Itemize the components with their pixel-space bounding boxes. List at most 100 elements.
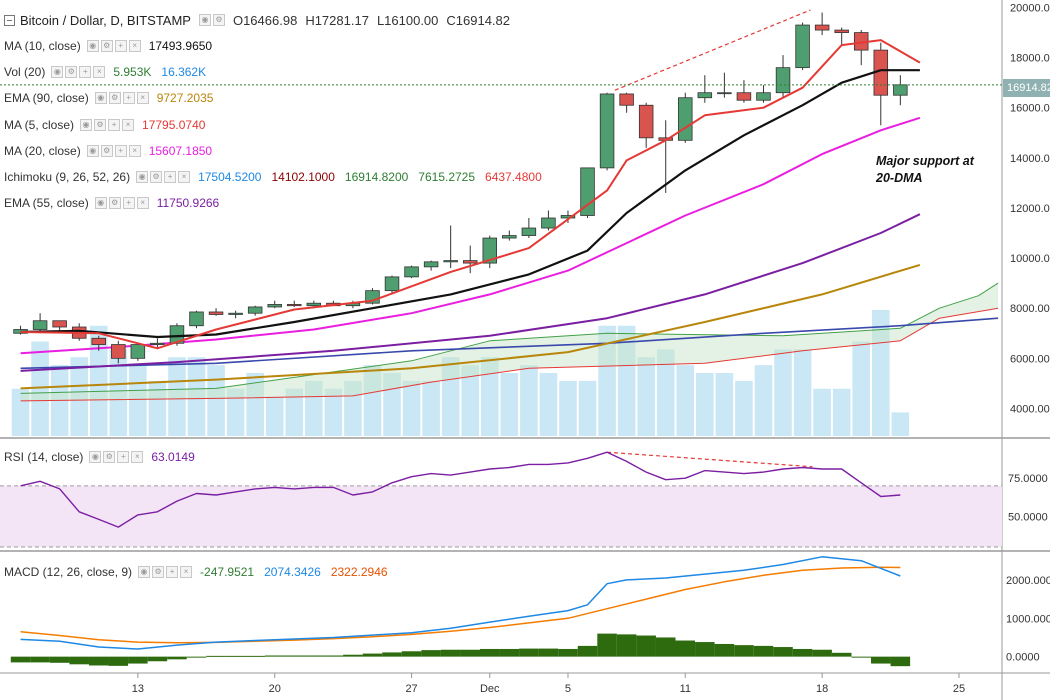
close-icon[interactable]: ×: [128, 40, 141, 52]
indicator-controls[interactable]: ◉ ⚙ + ×: [51, 66, 106, 79]
eye-icon[interactable]: ◉: [94, 92, 107, 105]
eye-icon[interactable]: ◉: [86, 144, 99, 157]
indicator-label: EMA (90, close): [4, 91, 89, 106]
macd-hist-bar: [538, 648, 559, 657]
volume-bar: [754, 365, 773, 436]
volume-bar: [31, 341, 49, 436]
volume-bar: [891, 412, 910, 436]
candle-body: [32, 320, 48, 330]
close-icon: ×: [180, 566, 193, 578]
candle-body: [462, 260, 478, 264]
eye-icon[interactable]: ◉: [80, 118, 93, 131]
legend-row: Ichimoku (9, 26, 52, 26) ◉ ⚙ + × 17504.5200 14…: [4, 168, 552, 186]
indicator-value: 6437.4800: [485, 170, 542, 184]
volume-bar: [324, 388, 343, 436]
macd-hist-bar: [284, 655, 305, 657]
candle-body: [521, 227, 537, 236]
macd-controls[interactable]: ◉ ⚙ + ×: [138, 566, 193, 578]
macd-legend: MACD (12, 26, close, 9) ◉ ⚙ + × -247.9521 20…: [4, 563, 398, 581]
rsi-divergence-line: [607, 451, 813, 468]
candle-body: [541, 217, 556, 229]
ema55-line: [20, 213, 921, 372]
plus-icon[interactable]: +: [114, 144, 127, 157]
candle-body: [678, 97, 693, 141]
close-icon[interactable]: ×: [93, 66, 106, 79]
ma20-line: [20, 116, 921, 355]
candle-body: [736, 92, 752, 101]
indicator-value: 14102.1000: [271, 170, 335, 184]
candle-body: [502, 235, 517, 239]
gear-icon[interactable]: ⚙: [100, 40, 113, 52]
indicator-controls[interactable]: ◉ ⚙ + ×: [94, 92, 149, 105]
eye-icon[interactable]: ◉: [94, 197, 107, 210]
rsi-legend: RSI (14, close) ◉ ⚙ + × 63.0149: [4, 448, 205, 466]
candle-body: [775, 67, 791, 94]
macd-hist-bar: [147, 656, 168, 662]
candle-body: [560, 215, 576, 219]
plus-icon[interactable]: +: [164, 171, 177, 183]
price-axis-label: 10000.00: [1010, 253, 1050, 265]
macd-hist-bar: [186, 656, 207, 658]
macd-hist-bar: [871, 656, 891, 664]
price-axis-label: 14000.00: [1010, 153, 1050, 165]
indicator-value: 16914.8200: [344, 170, 409, 184]
collapse-icon[interactable]: [4, 14, 15, 26]
macd-axis-label: 2000.0000: [1006, 575, 1050, 587]
symbol-title-row: Bitcoin / Dollar, D, BITSTAMP ◉ ⚙ O16466.…: [4, 11, 518, 29]
close-icon[interactable]: ×: [178, 171, 191, 183]
plus-icon: +: [166, 566, 179, 578]
title-controls[interactable]: ◉ ⚙: [198, 14, 225, 26]
indicator-controls[interactable]: ◉ ⚙ + ×: [80, 118, 135, 131]
macd-hist-bar: [304, 655, 324, 657]
macd-hist-bar: [30, 656, 50, 663]
annotation-line-2: 20-DMA: [876, 171, 923, 185]
candle-body: [228, 312, 243, 315]
candle-body: [208, 311, 224, 315]
volume-bar: [148, 380, 167, 436]
candle-body: [287, 304, 302, 307]
indicator-controls[interactable]: ◉ ⚙ + ×: [86, 144, 141, 157]
gear-icon[interactable]: ⚙: [150, 171, 163, 183]
plus-icon[interactable]: +: [122, 197, 135, 210]
gear-icon[interactable]: ⚙: [108, 197, 121, 210]
indicator-value: 11750.9266: [156, 196, 220, 211]
rsi-controls[interactable]: ◉ ⚙ + ×: [89, 451, 144, 463]
indicator-value: 16.362K: [161, 65, 207, 80]
legend-row: MA (5, close) ◉ ⚙ + × 17795.0740: [4, 116, 215, 134]
macd-hist-bar: [773, 647, 793, 657]
close-icon[interactable]: ×: [136, 197, 149, 210]
price-axis-label: 8000.00: [1010, 303, 1050, 315]
macd-hist-bar: [49, 656, 70, 663]
candle-body: [169, 325, 185, 344]
indicator-controls[interactable]: ◉ ⚙ + ×: [136, 171, 191, 183]
plus-icon: +: [117, 451, 130, 463]
macd-hist-bar: [675, 640, 696, 657]
gear-icon[interactable]: ⚙: [94, 118, 107, 131]
macd-hist-bar: [479, 648, 500, 657]
close-icon[interactable]: ×: [136, 92, 149, 105]
indicator-controls[interactable]: ◉ ⚙ + ×: [86, 40, 141, 52]
macd-axis-label: 0.0000: [1006, 652, 1040, 664]
close-icon[interactable]: ×: [122, 118, 135, 131]
gear-icon[interactable]: ⚙: [108, 92, 121, 105]
plus-icon[interactable]: +: [79, 66, 92, 79]
indicator-label: Vol (20): [4, 65, 46, 80]
plus-icon[interactable]: +: [114, 40, 127, 52]
volume-bar: [520, 365, 538, 436]
indicator-controls[interactable]: ◉ ⚙ + ×: [94, 197, 149, 210]
candle-body: [814, 24, 830, 31]
volume-bar: [578, 380, 597, 436]
close-icon[interactable]: ×: [128, 144, 141, 157]
gear-icon[interactable]: ⚙: [65, 66, 78, 79]
plus-icon[interactable]: +: [108, 118, 121, 131]
plus-icon[interactable]: +: [122, 92, 135, 105]
macd-hist-bar: [655, 637, 676, 657]
eye-icon[interactable]: ◉: [86, 40, 99, 52]
volume-bar: [207, 365, 225, 436]
indicator-value: 9727.2035: [156, 91, 214, 106]
gear-icon[interactable]: ⚙: [100, 144, 113, 157]
rsi-line: [20, 451, 901, 528]
eye-icon[interactable]: ◉: [51, 66, 64, 79]
macd-hist-bar: [460, 649, 480, 657]
eye-icon[interactable]: ◉: [136, 171, 149, 183]
